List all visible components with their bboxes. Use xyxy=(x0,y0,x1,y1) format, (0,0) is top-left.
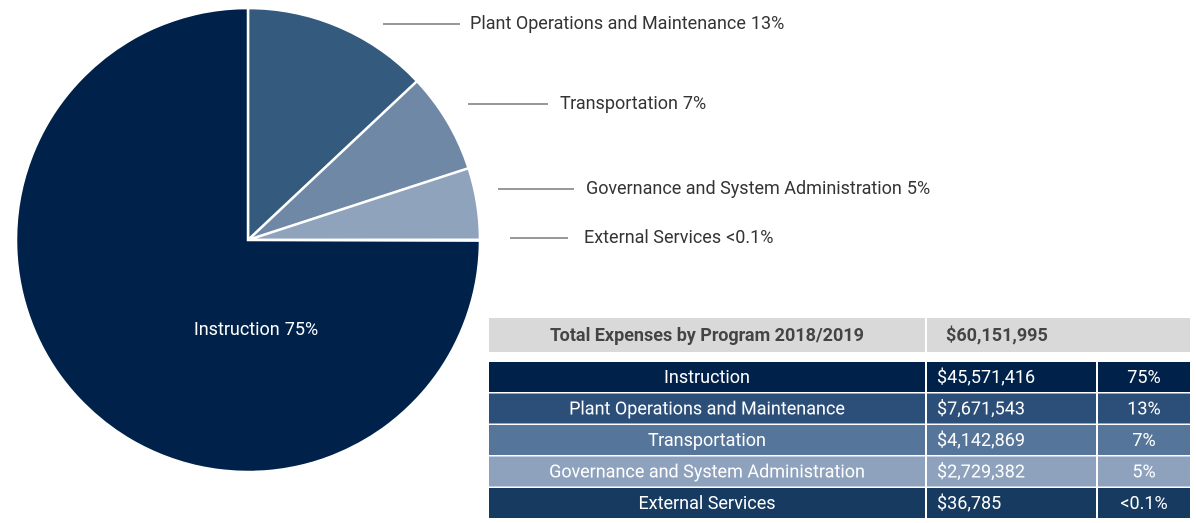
slice-label: Transportation 7% xyxy=(560,93,706,114)
slice-percent: 13% xyxy=(751,13,784,34)
table-cell-text: Governance and System Administration xyxy=(549,461,865,482)
table-cell xyxy=(927,456,1096,487)
pie-slice xyxy=(14,6,482,474)
table-cell xyxy=(1098,488,1190,518)
table-cell-text: Instruction xyxy=(664,367,750,388)
slice-percent: 75% xyxy=(285,319,318,340)
slice-category: External Services xyxy=(584,227,721,248)
table-cell xyxy=(489,488,925,518)
table-cell xyxy=(489,393,925,424)
slice-label: Plant Operations and Maintenance 13% xyxy=(470,13,784,34)
table-cell-text: $45,571,416 xyxy=(937,367,1035,388)
pie-slice xyxy=(247,79,471,242)
table-cell xyxy=(927,393,1096,424)
table-cell-text: 13% xyxy=(1127,398,1160,419)
table-cell xyxy=(489,425,925,455)
table-title: Total Expenses by Program 2018/2019 xyxy=(550,325,864,346)
table-cell-text: 75% xyxy=(1127,367,1160,388)
slice-label: Governance and System Administration 5% xyxy=(586,178,930,199)
slice-category: Plant Operations and Maintenance xyxy=(470,13,746,34)
slice-category: Instruction xyxy=(194,319,280,340)
slice-label: Instruction 75% xyxy=(194,319,318,340)
table-cell-text: $2,729,382 xyxy=(937,461,1025,482)
table-header xyxy=(489,318,1190,352)
table-cell-text: 5% xyxy=(1132,461,1155,482)
table-cell-text: 7% xyxy=(1132,430,1155,451)
slice-percent: 7% xyxy=(683,93,706,114)
table-total: $60,151,995 xyxy=(946,325,1048,346)
table-cell xyxy=(1098,362,1190,392)
table-cell xyxy=(1098,456,1190,487)
slice-category: Transportation xyxy=(560,93,678,114)
table-cell-text: $4,142,869 xyxy=(937,430,1025,451)
pie-slice xyxy=(246,6,419,243)
slice-percent: 5% xyxy=(907,178,930,199)
table-cell xyxy=(927,425,1096,455)
table-cell xyxy=(927,362,1096,392)
table-cell xyxy=(489,456,925,487)
table-cell-text: <0.1% xyxy=(1120,493,1167,514)
table-cell-text: Transportation xyxy=(648,430,766,451)
table-cell-text: $7,671,543 xyxy=(937,398,1025,419)
table-cell xyxy=(1098,393,1190,424)
table-cell-text: Plant Operations and Maintenance xyxy=(569,398,845,419)
table-cell xyxy=(1098,425,1190,455)
table-cell xyxy=(927,488,1096,518)
slice-category: Governance and System Administration xyxy=(586,178,902,199)
slice-percent: <0.1% xyxy=(726,227,773,248)
slice-label: External Services <0.1% xyxy=(584,227,773,248)
table-cell-text: $36,785 xyxy=(937,493,1001,514)
table-cell-text: External Services xyxy=(638,493,775,514)
table-cell xyxy=(489,362,925,392)
